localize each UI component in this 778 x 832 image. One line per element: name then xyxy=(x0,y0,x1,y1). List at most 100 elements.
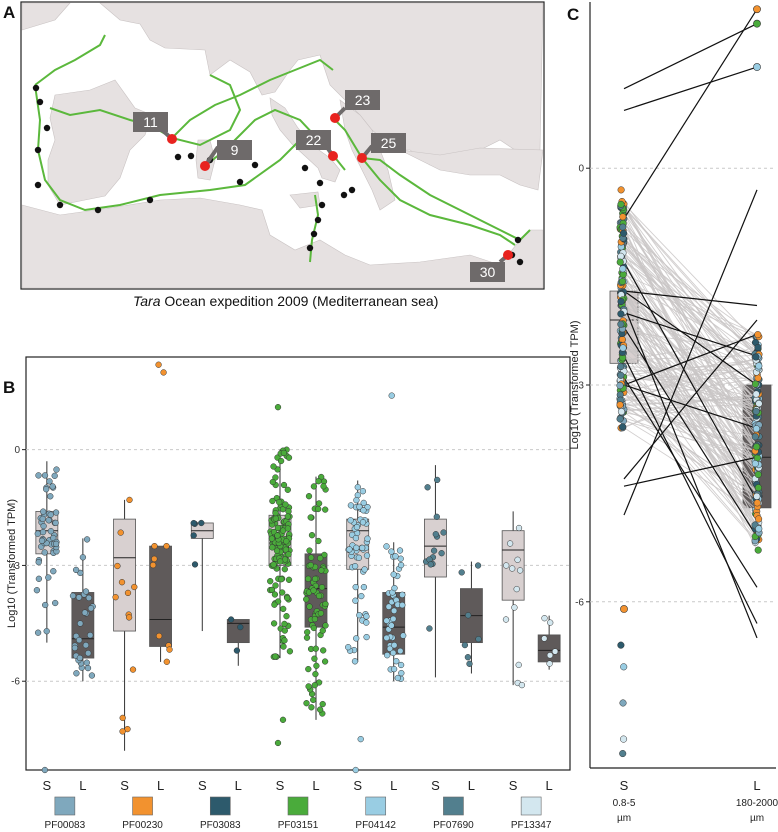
data-point xyxy=(163,542,170,550)
data-point xyxy=(383,634,390,642)
data-point xyxy=(306,547,313,554)
legend-label: PF04142 xyxy=(355,820,396,831)
data-point xyxy=(305,493,313,500)
data-point xyxy=(315,537,322,545)
data-point xyxy=(617,200,625,208)
group-label: S xyxy=(353,778,362,793)
data-point xyxy=(38,537,46,544)
data-point xyxy=(129,666,137,673)
paired-line xyxy=(623,282,758,452)
data-point xyxy=(616,415,624,423)
data-point xyxy=(69,592,77,599)
data-point xyxy=(124,589,132,597)
data-point xyxy=(616,382,624,390)
y-tick-label: -3 xyxy=(11,561,20,572)
data-point xyxy=(356,612,363,619)
data-point xyxy=(359,488,367,495)
paired-line xyxy=(623,352,758,540)
sampling-station-dot xyxy=(32,84,40,92)
data-point xyxy=(77,569,84,577)
data-point xyxy=(155,632,163,640)
legend-swatch xyxy=(54,796,76,816)
data-point xyxy=(274,532,281,539)
category-label: S xyxy=(620,778,629,793)
group-label: S xyxy=(431,778,440,793)
data-point xyxy=(320,647,327,654)
data-point xyxy=(440,529,447,536)
sampling-station-dot xyxy=(36,98,44,106)
data-point xyxy=(87,632,94,639)
sampling-station-dot xyxy=(301,164,309,172)
data-point xyxy=(751,460,759,468)
data-point xyxy=(281,637,288,644)
data-point xyxy=(310,587,317,594)
data-point xyxy=(272,582,279,589)
data-point xyxy=(43,486,50,493)
data-point xyxy=(112,594,119,601)
data-point xyxy=(755,515,763,523)
paired-line xyxy=(623,354,758,469)
data-point xyxy=(47,528,55,535)
highlight-paired-line xyxy=(623,189,758,516)
data-point xyxy=(502,616,510,623)
data-point xyxy=(271,601,278,608)
data-point xyxy=(321,551,328,559)
data-point xyxy=(312,670,319,678)
data-point xyxy=(315,478,322,485)
highlight-point xyxy=(620,605,628,613)
paired-line xyxy=(623,417,758,462)
data-point xyxy=(79,554,87,561)
data-point xyxy=(278,576,285,583)
data-point xyxy=(284,594,291,602)
legend-swatch xyxy=(287,796,309,816)
paired-line xyxy=(623,235,758,475)
paired-line xyxy=(623,229,758,495)
category-unit: µm xyxy=(750,813,764,824)
data-point xyxy=(360,499,367,507)
paired-line xyxy=(623,411,758,504)
data-point xyxy=(279,589,286,596)
data-point xyxy=(426,625,433,632)
data-point xyxy=(272,509,279,517)
data-point xyxy=(383,617,390,624)
highlight-paired-line xyxy=(623,23,758,90)
data-point xyxy=(311,682,318,689)
data-point xyxy=(34,629,42,636)
data-point xyxy=(434,476,441,484)
data-point xyxy=(390,615,397,623)
data-point xyxy=(364,535,371,542)
data-point xyxy=(272,515,279,522)
data-point xyxy=(87,605,95,612)
data-point xyxy=(40,522,47,530)
data-point xyxy=(617,363,625,371)
highlight-paired-line xyxy=(623,8,758,220)
paired-line xyxy=(623,281,758,358)
paired-line xyxy=(623,238,758,385)
data-point xyxy=(318,567,325,574)
highlight-paired-line xyxy=(623,319,758,480)
sampling-station-dot xyxy=(56,201,64,209)
data-point xyxy=(390,649,397,657)
legend-label: PF13347 xyxy=(511,820,552,831)
paired-line xyxy=(623,412,758,438)
outlier-point xyxy=(274,739,282,747)
data-point xyxy=(274,524,282,532)
data-point xyxy=(76,654,84,662)
data-point xyxy=(752,425,761,433)
data-point xyxy=(352,583,359,591)
land-britain xyxy=(21,2,71,31)
y-tick-label: -3 xyxy=(575,381,584,392)
data-point xyxy=(438,550,445,557)
data-point xyxy=(269,497,276,505)
data-point xyxy=(281,620,288,628)
outlier-point xyxy=(160,369,167,376)
data-point xyxy=(303,700,310,707)
data-point xyxy=(514,556,521,563)
paired-line xyxy=(623,359,758,376)
highlight-paired-line xyxy=(623,384,758,429)
data-point xyxy=(42,601,49,609)
data-point xyxy=(39,528,47,536)
outlier-point xyxy=(352,766,359,774)
data-point xyxy=(40,508,47,515)
data-point xyxy=(541,615,548,622)
